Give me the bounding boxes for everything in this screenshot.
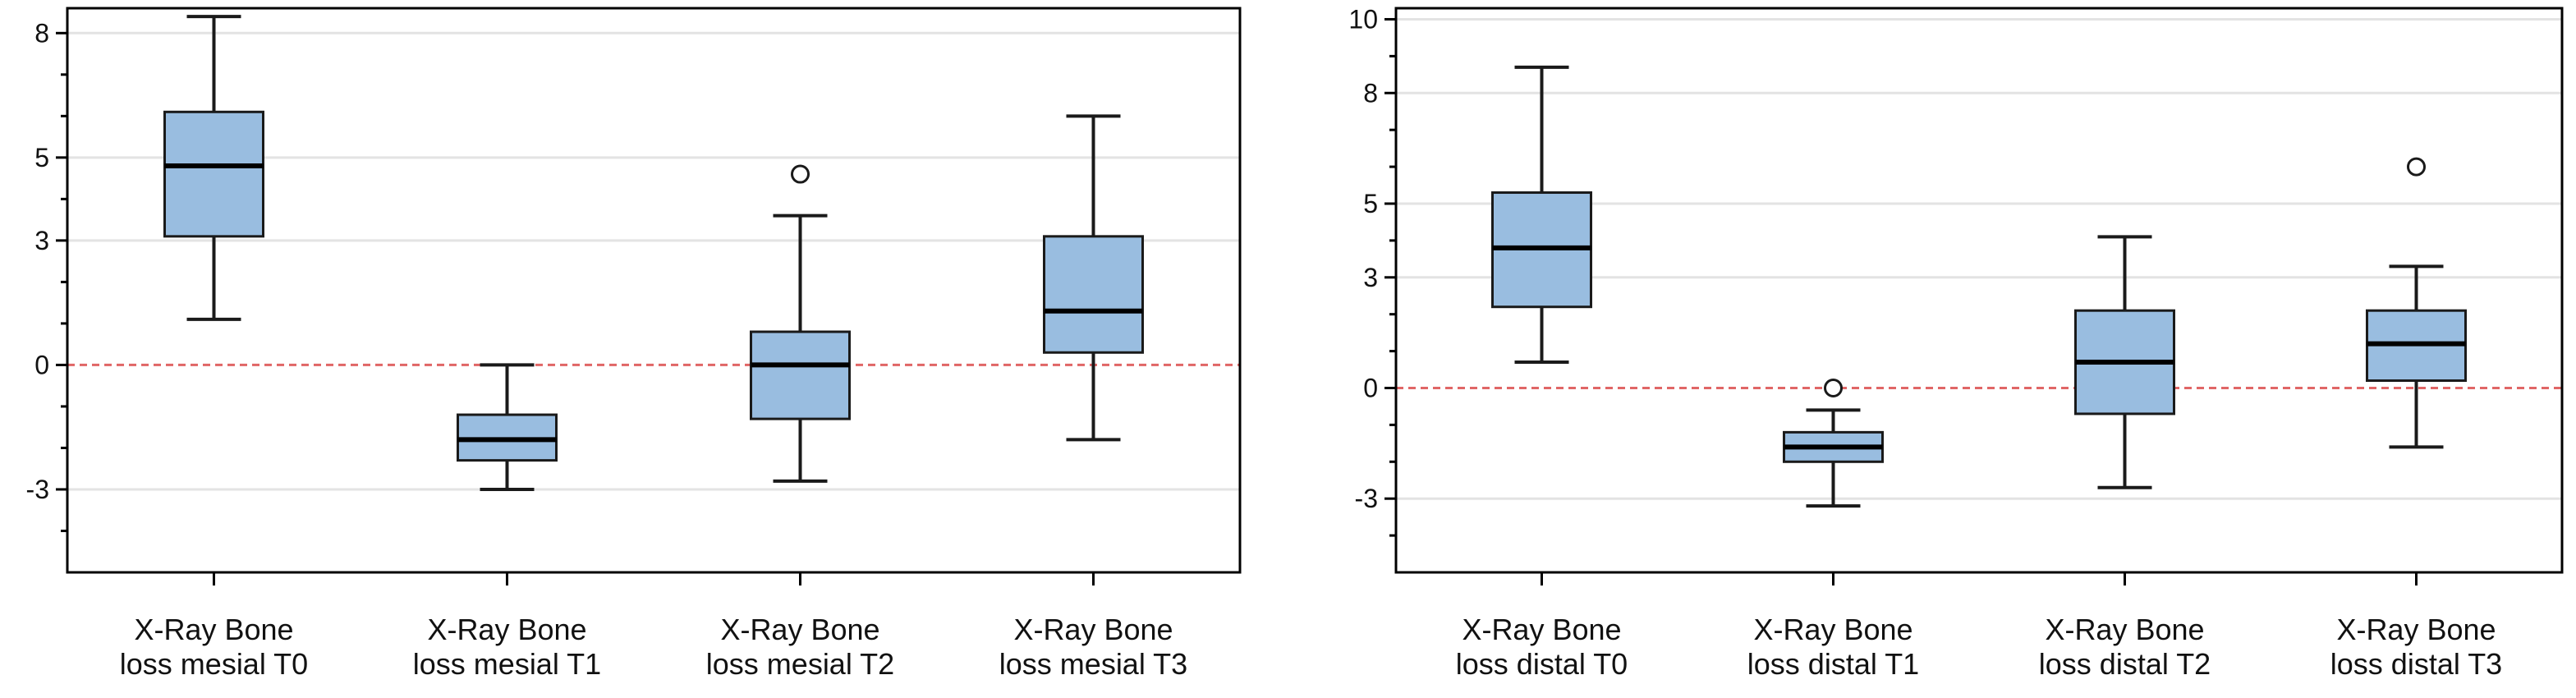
box-plot-1 (1783, 378, 1884, 508)
y-tick-label: -3 (1355, 484, 1378, 513)
x-tick-label-line: X-Ray Bone (1753, 613, 1912, 646)
x-tick-label-line: loss distal T1 (1747, 647, 1919, 681)
y-tick-label: 10 (1348, 4, 1378, 34)
y-tick-label: 5 (1363, 189, 1378, 218)
x-tick-label-line: loss distal T0 (1456, 647, 1628, 681)
y-tick-label: -3 (26, 475, 49, 504)
x-tick-label-line: X-Ray Bone (427, 613, 586, 646)
y-tick-label: 5 (34, 143, 49, 172)
box-plot-1 (457, 363, 558, 491)
outlier-point (2407, 157, 2426, 177)
x-tick-label-line: loss distal T2 (2039, 647, 2211, 681)
box-plot-2 (750, 164, 851, 483)
box-plot-3 (2366, 157, 2467, 449)
x-tick-label-line: X-Ray Bone (2336, 613, 2496, 646)
x-tick-label: X-Ray Bone loss distal T1 (1747, 613, 1919, 681)
y-tick-label: 0 (1363, 373, 1378, 402)
outlier-point (791, 164, 810, 184)
plot-frame (66, 7, 1242, 574)
box-plot-0 (1491, 65, 1592, 365)
iqr-box (1043, 235, 1144, 354)
y-tick-label: 3 (1363, 263, 1378, 292)
box-plot-2 (2074, 235, 2175, 489)
box-plot-0 (163, 15, 264, 321)
iqr-box (750, 330, 851, 420)
y-tick-label: 8 (1363, 78, 1378, 108)
x-tick-label: X-Ray Bone loss mesial T3 (999, 613, 1187, 681)
x-tick-label: X-Ray Bone loss mesial T0 (120, 613, 308, 681)
x-tick-label-line: X-Ray Bone (2045, 613, 2204, 646)
x-tick-label-line: X-Ray Bone (1462, 613, 1621, 646)
plot-frame (1394, 7, 2564, 574)
y-tick-label: 3 (34, 226, 49, 255)
x-tick-label: X-Ray Bone loss mesial T2 (706, 613, 894, 681)
x-tick-label: X-Ray Bone loss distal T2 (2039, 613, 2211, 681)
y-tick-label: 8 (34, 18, 49, 48)
y-tick-label: 0 (34, 350, 49, 379)
x-tick-label-line: loss mesial T2 (706, 647, 894, 681)
x-tick-label-line: X-Ray Bone (720, 613, 879, 646)
x-tick-label-line: X-Ray Bone (134, 613, 293, 646)
x-tick-label-line: loss mesial T1 (413, 647, 601, 681)
x-tick-label: X-Ray Bone loss distal T0 (1456, 613, 1628, 681)
x-tick-label-line: loss distal T3 (2330, 647, 2502, 681)
box-plot-3 (1043, 114, 1144, 442)
iqr-box (163, 110, 264, 238)
outlier-point (1824, 378, 1843, 397)
x-tick-label: X-Ray Bone loss mesial T1 (413, 613, 601, 681)
x-tick-label: X-Ray Bone loss distal T3 (2330, 613, 2502, 681)
x-tick-label-line: loss mesial T3 (999, 647, 1187, 681)
x-tick-label-line: loss mesial T0 (120, 647, 308, 681)
x-tick-label-line: X-Ray Bone (1013, 613, 1173, 646)
